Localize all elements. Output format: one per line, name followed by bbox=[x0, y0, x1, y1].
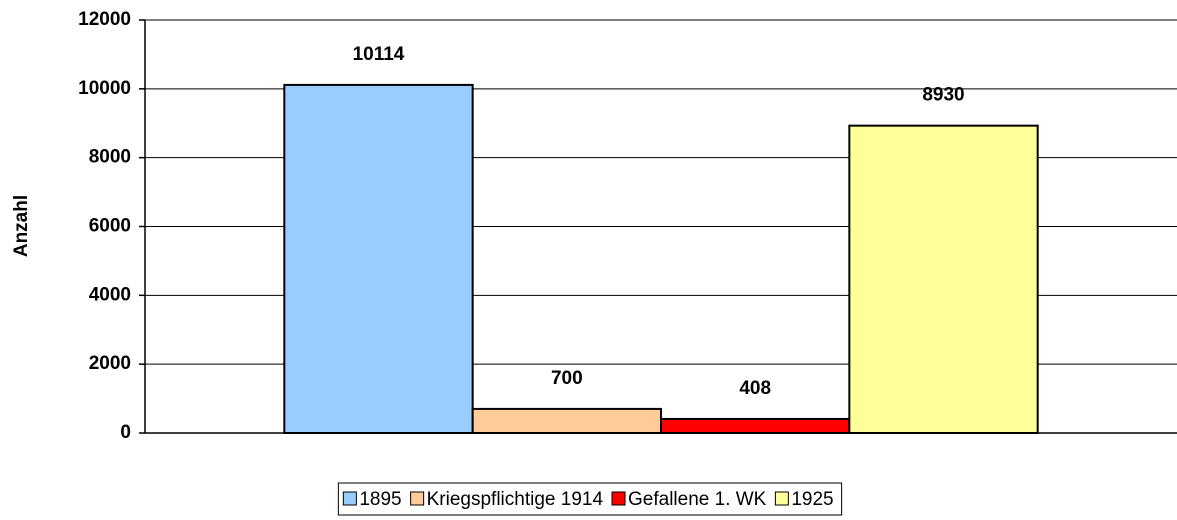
data-label: 10114 bbox=[353, 44, 405, 65]
data-label: 700 bbox=[551, 368, 583, 389]
data-label: 8930 bbox=[922, 85, 964, 106]
y-tick-label: 12000 bbox=[78, 9, 131, 30]
bar bbox=[283, 83, 474, 435]
bar bbox=[660, 417, 851, 435]
legend-swatch bbox=[611, 491, 626, 506]
y-axis-label: Anzahl bbox=[11, 195, 32, 257]
data-label: 408 bbox=[739, 378, 771, 399]
legend-label: 1925 bbox=[791, 489, 833, 510]
y-tick-label: 4000 bbox=[89, 284, 131, 305]
bar bbox=[848, 124, 1039, 434]
y-tick-label: 2000 bbox=[89, 353, 131, 374]
legend-swatch bbox=[410, 491, 425, 506]
bar bbox=[471, 407, 662, 434]
legend-swatch bbox=[774, 491, 789, 506]
legend-label: 1895 bbox=[359, 489, 401, 510]
legend-swatch bbox=[342, 491, 357, 506]
legend-label: Kriegspflichtige 1914 bbox=[427, 489, 604, 510]
y-tick-label: 0 bbox=[120, 422, 131, 443]
y-tick-label: 6000 bbox=[89, 216, 131, 237]
y-tick-label: 8000 bbox=[89, 147, 131, 168]
y-tick-label: 10000 bbox=[78, 78, 131, 99]
legend-label: Gefallene 1. WK bbox=[628, 489, 767, 510]
